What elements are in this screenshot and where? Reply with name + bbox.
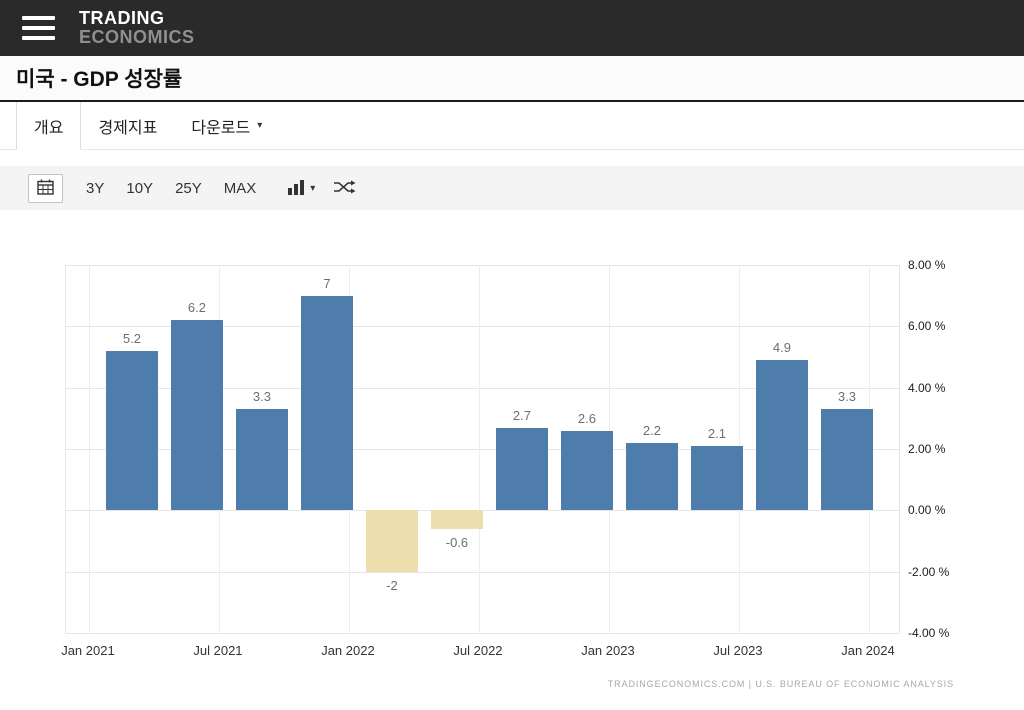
y-axis-tick-label: 6.00 % bbox=[908, 319, 946, 334]
bar[interactable] bbox=[170, 320, 223, 511]
chart-type-button[interactable]: ▾ bbox=[287, 179, 315, 198]
y-axis-tick-label: 0.00 % bbox=[908, 503, 946, 518]
gridline bbox=[66, 326, 899, 328]
x-axis-tick-label: Jul 2022 bbox=[453, 643, 503, 658]
menu-button[interactable] bbox=[20, 6, 57, 50]
range-3y-button[interactable]: 3Y bbox=[86, 174, 104, 203]
x-axis-tick-label: Jan 2021 bbox=[61, 643, 115, 658]
chevron-down-icon: ▾ bbox=[310, 182, 316, 194]
range-25y-button[interactable]: 25Y bbox=[175, 174, 202, 203]
bar[interactable] bbox=[820, 409, 873, 511]
bar-value-label: -0.6 bbox=[445, 534, 469, 550]
bar[interactable] bbox=[430, 510, 483, 529]
bar[interactable] bbox=[560, 430, 613, 511]
bar-value-label: 2.7 bbox=[512, 407, 531, 423]
bar-value-label: 2.6 bbox=[577, 410, 596, 426]
x-axis-tick-label: Jan 2024 bbox=[841, 643, 895, 658]
spacer bbox=[0, 150, 1024, 166]
bar-chart-icon bbox=[287, 179, 305, 198]
chart: 5.2 6.2 3.3 7 -2 -0.6 2.7 2.6 2.2 2.1 4.9 3.3 8.00 … bbox=[0, 210, 1024, 710]
x-axis-tick-label: Jul 2023 bbox=[713, 643, 763, 658]
range-max-button[interactable]: MAX bbox=[224, 174, 257, 203]
x-axis-tick-label: Jan 2023 bbox=[581, 643, 635, 658]
page-title: 미국 - GDP 성장률 bbox=[16, 68, 183, 91]
shuffle-icon bbox=[333, 179, 356, 198]
bar-value-label: -2 bbox=[386, 577, 398, 593]
top-nav-bar: TRADING ECONOMICS bbox=[0, 0, 1024, 56]
chart-toolbar: 3Y 10Y 25Y MAX ▾ bbox=[0, 166, 1024, 210]
gridline bbox=[66, 387, 899, 389]
gridline bbox=[66, 449, 899, 450]
bar-value-label: 7 bbox=[323, 275, 331, 291]
tab-download[interactable]: 다운로드 ▾ bbox=[174, 102, 280, 149]
range-10y-button[interactable]: 10Y bbox=[126, 174, 153, 203]
y-axis-tick-label: 8.00 % bbox=[908, 258, 946, 272]
tab-indicators-label: 경제지표 bbox=[98, 119, 158, 137]
menu-icon bbox=[22, 16, 55, 40]
x-axis-tick-label: Jan 2022 bbox=[321, 643, 375, 658]
bar-value-label: 2.2 bbox=[642, 422, 661, 438]
bar[interactable] bbox=[365, 510, 418, 572]
chart-attribution: TRADINGECONOMICS.COM | U.S. BUREAU OF EC… bbox=[607, 679, 954, 689]
y-axis-tick-label: 2.00 % bbox=[908, 442, 946, 456]
gridline bbox=[66, 633, 899, 634]
plot-area[interactable]: 5.2 6.2 3.3 7 -2 -0.6 2.7 2.6 2.2 2.1 4.9 3.3 bbox=[65, 265, 900, 634]
bar-value-label: 3.3 bbox=[252, 389, 271, 405]
y-axis-labels: 8.00 % 6.00 % 4.00 % 2.00 % 0.00 % -2.00 % -4.… bbox=[908, 210, 1018, 710]
bar[interactable] bbox=[300, 295, 353, 511]
gridline bbox=[66, 265, 899, 266]
bar[interactable] bbox=[755, 360, 808, 511]
x-axis-tick-label: Jul 2021 bbox=[193, 643, 243, 658]
x-axis-labels: Jan 2021 Jul 2021 Jan 2022 Jul 2022 Jan 2023… bbox=[0, 643, 1024, 663]
tab-overview[interactable]: 개요 bbox=[16, 102, 82, 150]
y-axis-tick-label: -4.00 % bbox=[908, 626, 950, 640]
bar-value-label: 6.2 bbox=[187, 300, 206, 316]
bar[interactable] bbox=[690, 445, 743, 511]
compare-button[interactable] bbox=[333, 179, 356, 198]
gridline bbox=[66, 571, 899, 573]
y-axis-tick-label: -2.00 % bbox=[908, 564, 950, 579]
gridline bbox=[478, 265, 480, 633]
logo-line-1: TRADING bbox=[79, 7, 165, 28]
y-axis-tick-label: 4.00 % bbox=[908, 380, 946, 395]
calendar-icon bbox=[37, 179, 54, 198]
bar[interactable] bbox=[235, 409, 288, 511]
chevron-down-icon: ▾ bbox=[257, 120, 263, 131]
bar-value-label: 3.3 bbox=[837, 389, 856, 405]
bar-value-label: 4.9 bbox=[772, 340, 791, 356]
bar[interactable] bbox=[625, 442, 678, 511]
tab-overview-label: 개요 bbox=[34, 119, 64, 137]
tab-bar: 개요 경제지표 다운로드 ▾ bbox=[0, 102, 1024, 150]
bar[interactable] bbox=[495, 427, 548, 511]
tab-indicators[interactable]: 경제지표 bbox=[81, 102, 175, 149]
bar[interactable] bbox=[105, 350, 158, 511]
calendar-button[interactable] bbox=[28, 173, 63, 203]
page-title-bar: 미국 - GDP 성장률 bbox=[0, 56, 1024, 102]
logo-line-2: ECONOMICS bbox=[79, 27, 195, 47]
trading-economics-logo[interactable]: TRADING ECONOMICS bbox=[79, 7, 195, 48]
bar-value-label: 2.1 bbox=[707, 425, 726, 441]
tab-download-label: 다운로드 bbox=[191, 119, 251, 137]
gridline bbox=[88, 265, 90, 633]
bar-value-label: 5.2 bbox=[122, 330, 141, 346]
